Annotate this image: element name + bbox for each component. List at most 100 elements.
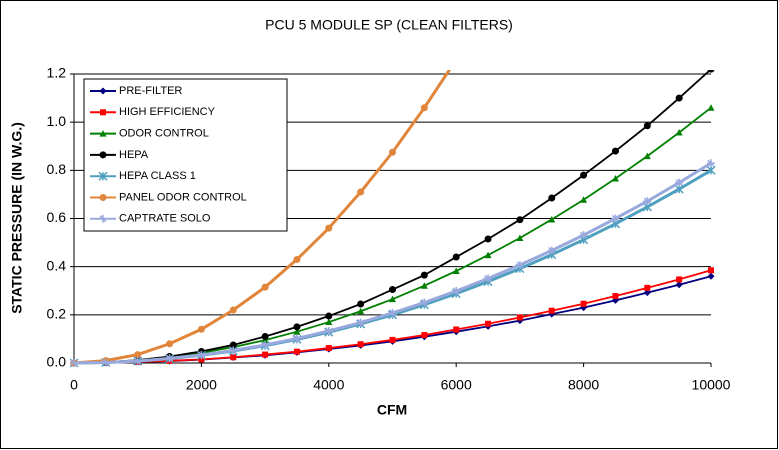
marker <box>325 345 332 352</box>
marker <box>229 341 237 349</box>
marker <box>325 312 333 320</box>
marker <box>675 178 684 187</box>
marker <box>356 318 365 327</box>
marker <box>707 70 715 73</box>
marker <box>484 235 492 243</box>
marker <box>485 320 492 327</box>
marker <box>389 295 396 303</box>
marker <box>293 323 301 331</box>
marker <box>707 104 715 111</box>
legend-box <box>83 78 288 232</box>
legend-marker <box>99 87 107 95</box>
x-axis-label: CFM <box>377 402 407 418</box>
marker <box>611 147 619 155</box>
marker <box>484 251 492 259</box>
marker <box>325 224 333 232</box>
marker <box>389 148 396 156</box>
y-tick-label: 0.2 <box>47 306 67 322</box>
marker <box>643 289 651 297</box>
marker <box>706 165 716 175</box>
marker <box>453 326 460 333</box>
legend-marker <box>100 109 106 116</box>
marker <box>197 325 205 333</box>
marker <box>708 267 714 274</box>
marker <box>166 340 174 348</box>
marker <box>388 308 397 317</box>
marker <box>420 271 428 279</box>
x-tick-label: 0 <box>70 377 78 393</box>
x-tick-label: 8000 <box>568 377 599 393</box>
legend-marker <box>99 194 107 201</box>
marker <box>516 314 523 321</box>
marker <box>516 216 524 224</box>
marker <box>420 282 428 289</box>
y-tick-label: 1.2 <box>47 65 67 81</box>
marker <box>134 351 142 359</box>
marker <box>421 332 428 339</box>
marker <box>325 318 333 326</box>
marker <box>70 359 78 367</box>
legend-marker <box>98 171 108 181</box>
y-tick-label: 0.8 <box>47 161 67 177</box>
y-tick-label: 1.0 <box>47 113 67 129</box>
marker <box>579 231 588 240</box>
marker <box>675 281 683 289</box>
marker <box>357 300 365 308</box>
marker <box>707 159 715 168</box>
marker <box>389 286 396 294</box>
marker <box>611 175 619 182</box>
legend-marker <box>99 130 107 137</box>
marker <box>198 356 205 363</box>
marker <box>644 284 651 291</box>
x-tick-label: 6000 <box>441 377 472 393</box>
x-tick-label: 10000 <box>692 377 731 393</box>
marker <box>133 357 142 366</box>
marker <box>676 276 683 283</box>
y-tick-label: 0.0 <box>47 354 67 370</box>
legend: PRE-FILTER HIGH EFFICIENCY ODOR CONTROL HEP… <box>83 78 288 232</box>
marker <box>452 253 460 261</box>
chart-title: PCU 5 MODULE SP (CLEAN FILTERS) <box>265 17 513 33</box>
marker <box>707 272 715 280</box>
marker <box>261 340 270 349</box>
legend-label: PRE-FILTER <box>119 85 182 97</box>
marker <box>612 293 619 300</box>
marker <box>293 255 301 263</box>
marker <box>357 188 365 196</box>
marker <box>452 267 460 275</box>
marker <box>547 246 556 255</box>
plot-area <box>70 70 716 368</box>
marker <box>357 341 364 348</box>
marker <box>580 196 588 203</box>
marker <box>643 122 651 130</box>
marker <box>484 274 493 283</box>
legend-label: HEPA CLASS 1 <box>119 170 196 182</box>
marker <box>420 104 428 112</box>
marker <box>548 307 555 314</box>
marker <box>261 333 269 341</box>
marker <box>261 283 269 291</box>
marker <box>516 234 524 242</box>
x-tick-label: 2000 <box>186 377 217 393</box>
marker <box>229 306 237 314</box>
marker <box>293 348 300 355</box>
marker <box>643 197 652 206</box>
legend-label: CAPTRATE SOLO <box>119 213 211 225</box>
marker <box>580 300 587 307</box>
legend-marker <box>99 151 107 159</box>
marker <box>611 214 620 223</box>
y-axis-label: STATIC PRESSURE (IN W.G.) <box>9 122 25 314</box>
marker <box>548 194 556 202</box>
marker <box>452 286 461 295</box>
y-tick-label: 0.6 <box>47 209 67 225</box>
marker <box>292 334 301 343</box>
marker <box>229 346 238 355</box>
legend-label: PANEL ODOR CONTROL <box>119 191 247 203</box>
legend-label: HIGH EFFICIENCY <box>119 106 216 118</box>
marker <box>230 354 237 361</box>
marker <box>101 358 110 367</box>
marker <box>643 152 651 160</box>
marker <box>515 260 524 269</box>
marker <box>293 328 301 335</box>
marker <box>165 354 174 363</box>
